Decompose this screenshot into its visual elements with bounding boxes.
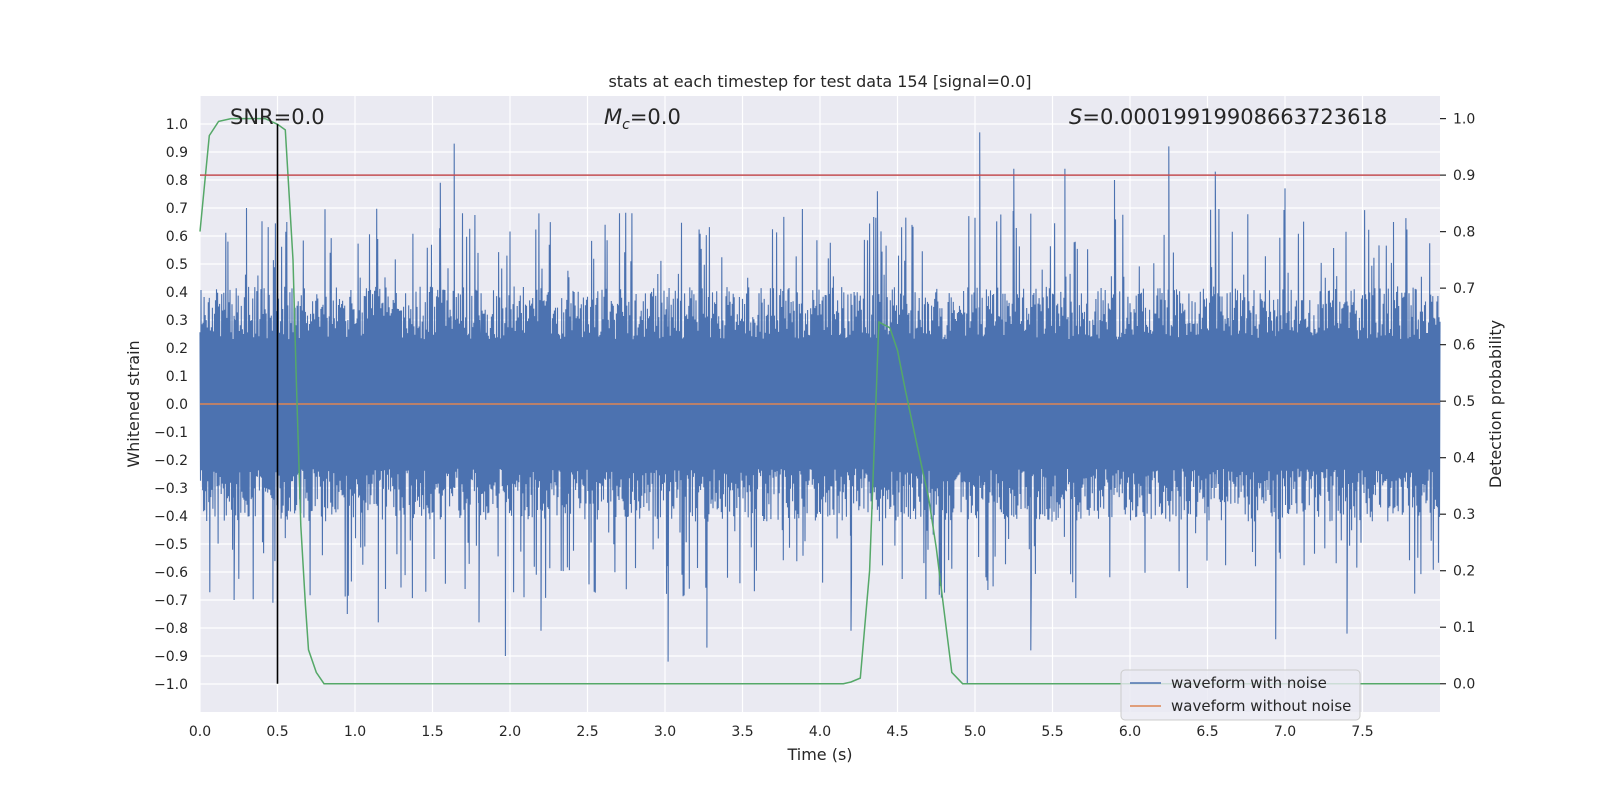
y-right-tick-label: 0.3 xyxy=(1453,507,1475,523)
legend-box xyxy=(1120,669,1361,721)
y-tick-label: −0.5 xyxy=(154,537,188,553)
y-tick-label: 0.1 xyxy=(166,369,188,385)
x-tick-label: 2.5 xyxy=(576,724,598,740)
x-tick-label: 3.5 xyxy=(731,724,753,740)
x-tick-label: 6.0 xyxy=(1119,724,1141,740)
legend-label-noise: waveform with noise xyxy=(1171,674,1327,692)
y-right-tick-label: 1.0 xyxy=(1453,112,1475,128)
legend-label-clean: waveform without noise xyxy=(1171,697,1351,715)
y-tick-label: −0.3 xyxy=(154,481,188,497)
x-tick-label: 1.0 xyxy=(344,724,366,740)
y-tick-label: −0.8 xyxy=(154,621,188,637)
y-tick-label: 0.6 xyxy=(166,229,188,245)
y-tick-label: −0.4 xyxy=(154,509,188,525)
y-tick-label: 0.5 xyxy=(166,257,188,273)
y-tick-label: −0.2 xyxy=(154,453,188,469)
s-symbol: S xyxy=(1069,105,1082,129)
s-annotation: S=0.00019919908663723618 xyxy=(1069,105,1387,129)
x-tick-label: 3.0 xyxy=(654,724,676,740)
chart-title: stats at each timestep for test data 154… xyxy=(608,72,1031,91)
x-tick-label: 4.5 xyxy=(886,724,908,740)
x-tick-label: 7.0 xyxy=(1274,724,1296,740)
x-tick-label: 0.5 xyxy=(266,724,288,740)
x-tick-label: 1.5 xyxy=(421,724,443,740)
y-right-tick-label: 0.5 xyxy=(1453,394,1475,410)
chirp-mass-annotation: Mc=0.0 xyxy=(604,105,681,133)
y-tick-label: −0.9 xyxy=(154,649,188,665)
y-right-tick-label: 0.8 xyxy=(1453,225,1475,241)
chirp-mass-symbol: M xyxy=(604,105,622,129)
chirp-mass-value: =0.0 xyxy=(630,105,681,129)
x-tick-label: 5.0 xyxy=(964,724,986,740)
x-tick-labels: 0.0 0.5 1.0 1.5 2.0 2.5 3.0 3.5 4.0 4.5 5.0 5.5 6.0 6… xyxy=(189,724,1374,740)
snr-annotation: SNR=0.0 xyxy=(230,105,325,129)
y-right-tick-label: 0.0 xyxy=(1453,677,1475,693)
legend: waveform with noise waveform without noi… xyxy=(1120,669,1361,721)
waveform-with-noise-line xyxy=(199,132,1441,685)
x-axis-label: Time (s) xyxy=(786,745,852,764)
y-right-tick-label: 0.1 xyxy=(1453,620,1475,636)
x-tick-label: 7.5 xyxy=(1351,724,1373,740)
y-tick-label: 0.3 xyxy=(166,313,188,329)
noisy-waveform-series xyxy=(199,132,1441,685)
y-right-tick-labels: 1.0 0.9 0.8 0.7 0.6 0.5 0.4 0.3 0.2 0.1 0.0 xyxy=(1440,112,1475,693)
y-right-axis-label: Detection probability xyxy=(1486,320,1505,488)
x-tick-label: 2.0 xyxy=(499,724,521,740)
y-tick-label: 0.7 xyxy=(166,201,188,217)
y-right-tick-label: 0.2 xyxy=(1453,564,1475,580)
chirp-mass-subscript: c xyxy=(622,117,630,133)
y-tick-label: 0.2 xyxy=(166,341,188,357)
x-tick-label: 4.0 xyxy=(809,724,831,740)
x-tick-label: 6.5 xyxy=(1196,724,1218,740)
y-axis-label: Whitened strain xyxy=(124,340,143,467)
y-tick-label: −0.7 xyxy=(154,593,188,609)
y-tick-label: 0.9 xyxy=(166,145,188,161)
y-right-tick-label: 0.6 xyxy=(1453,338,1475,354)
y-tick-label: 1.0 xyxy=(166,117,188,133)
y-right-tick-label: 0.9 xyxy=(1453,168,1475,184)
y-tick-label: −1.0 xyxy=(154,677,188,693)
y-right-tick-label: 0.7 xyxy=(1453,281,1475,297)
s-value: =0.00019919908663723618 xyxy=(1082,105,1387,129)
y-tick-label: 0.0 xyxy=(166,397,188,413)
line-series xyxy=(199,117,1440,685)
y-tick-labels: 1.0 0.9 0.8 0.7 0.6 0.5 0.4 0.3 0.2 0.1 0.0 −0.1 −0.… xyxy=(154,117,188,693)
y-tick-label: −0.1 xyxy=(154,425,188,441)
x-tick-label: 5.5 xyxy=(1041,724,1063,740)
x-tick-label: 0.0 xyxy=(189,724,211,740)
y-tick-label: −0.6 xyxy=(154,565,188,581)
y-right-tick-label: 0.4 xyxy=(1453,451,1475,467)
y-tick-label: 0.4 xyxy=(166,285,188,301)
y-tick-label: 0.8 xyxy=(166,173,188,189)
